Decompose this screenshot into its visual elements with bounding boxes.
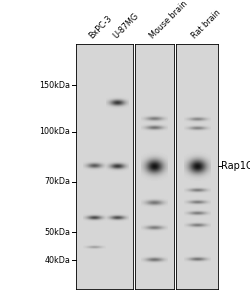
Bar [135,44,174,289]
Text: 50kDa: 50kDa [44,228,70,237]
Text: 70kDa: 70kDa [44,178,70,187]
Text: U-87MG: U-87MG [111,11,140,40]
Bar [76,44,132,289]
Bar [176,44,218,289]
Text: 150kDa: 150kDa [40,81,70,90]
Bar [76,44,132,289]
Text: 100kDa: 100kDa [40,127,70,136]
Text: Mouse brain: Mouse brain [148,0,189,40]
Text: BxPC-3: BxPC-3 [88,14,114,40]
Text: 40kDa: 40kDa [44,256,70,265]
Text: Rat brain: Rat brain [190,8,223,41]
Bar [135,44,174,289]
Text: Rap1GAP: Rap1GAP [222,161,250,171]
Bar [176,44,218,289]
